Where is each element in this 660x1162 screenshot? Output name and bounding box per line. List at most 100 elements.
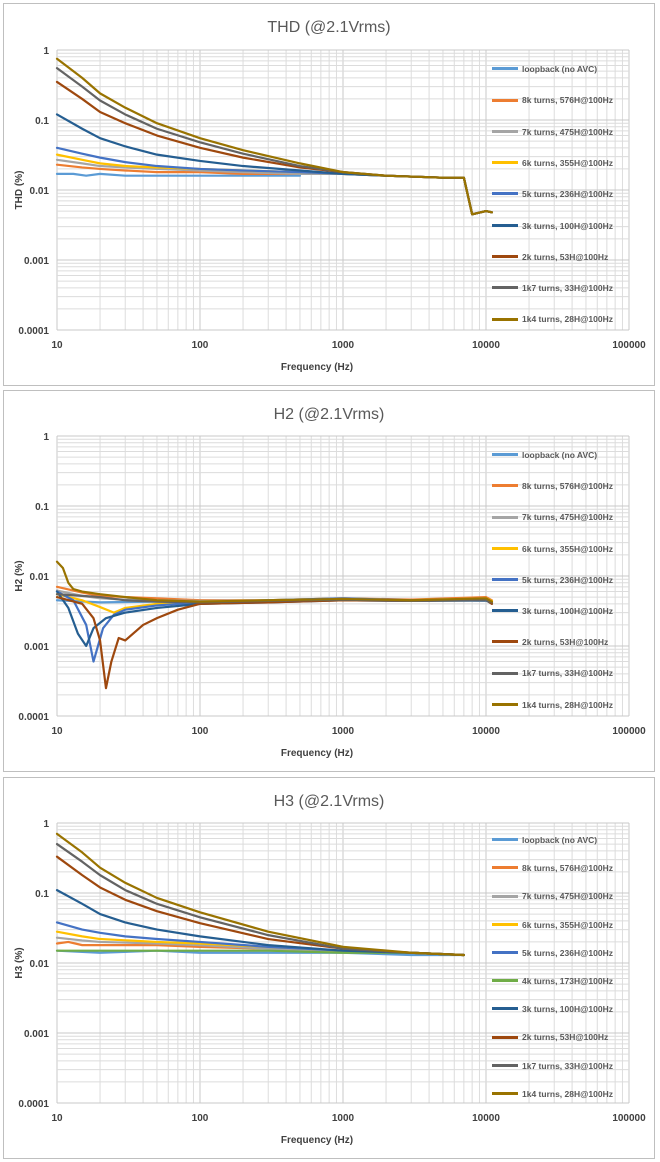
legend-item-2k-turns-53h-100hz: 2k turns, 53H@100Hz — [492, 1028, 642, 1042]
series-line-1k4-turns-28h-100hz — [55, 560, 494, 603]
y-tick-label: 0.001 — [24, 256, 49, 267]
legend-label: 5k turns, 236H@100Hz — [522, 574, 613, 585]
legend-swatch — [492, 1063, 518, 1067]
legend-swatch — [492, 129, 518, 133]
x-axis-title: Frequency (Hz) — [281, 1135, 353, 1146]
series-line-3k-turns-100h-100hz — [55, 113, 494, 216]
legend-item-2k-turns-53h-100hz: 2k turns, 53H@100Hz — [492, 248, 642, 262]
x-tick-label: 100000 — [612, 340, 646, 351]
grid — [56, 822, 630, 1104]
series-line-loopback-no-avc — [55, 172, 302, 177]
legend-label: 8k turns, 576H@100Hz — [522, 480, 613, 491]
legend-item-1k7-turns-33h-100hz: 1k7 turns, 33H@100Hz — [492, 279, 642, 293]
legend-item-4k-turns-173h-100hz: 4k turns, 173H@100Hz — [492, 972, 642, 986]
legend-item-6k-turns-355h-100hz: 6k turns, 355H@100Hz — [492, 540, 642, 554]
legend-swatch — [492, 894, 518, 898]
legend-swatch — [492, 951, 518, 955]
legend-swatch — [492, 453, 518, 457]
legend-label: loopback (no AVC) — [522, 834, 598, 845]
legend-label: 6k turns, 355H@100Hz — [522, 919, 613, 930]
y-tick-label: 0.0001 — [18, 712, 49, 723]
x-tick-label: 10000 — [472, 340, 500, 351]
legend-item-1k4-turns-28h-100hz: 1k4 turns, 28H@100Hz — [492, 696, 642, 710]
y-tick-label: 0.01 — [30, 186, 50, 197]
x-tick-label: 1000 — [332, 1113, 355, 1124]
y-axis-title: H3 (%) — [14, 947, 25, 978]
x-axis-title: Frequency (Hz) — [281, 748, 353, 759]
legend-label: 2k turns, 53H@100Hz — [522, 636, 609, 647]
y-axis-title: H2 (%) — [14, 560, 25, 591]
legend-swatch — [492, 609, 518, 613]
x-tick-label: 10 — [51, 1113, 63, 1124]
legend-item-loopback-no-avc: loopback (no AVC) — [492, 831, 642, 845]
legend-swatch — [492, 546, 518, 550]
x-tick-label: 10000 — [472, 1113, 500, 1124]
grid — [56, 49, 630, 331]
legend-label: 3k turns, 100H@100Hz — [522, 1003, 613, 1014]
legend-label: 1k4 turns, 28H@100Hz — [522, 1088, 613, 1099]
legend-item-3k-turns-100h-100hz: 3k turns, 100H@100Hz — [492, 602, 642, 616]
legend-swatch — [492, 1035, 518, 1039]
y-tick-label: 0.001 — [24, 642, 49, 653]
legend-label: 1k4 turns, 28H@100Hz — [522, 314, 613, 325]
legend-label: 1k7 turns, 33H@100Hz — [522, 1060, 613, 1071]
legend-item-7k-turns-475h-100hz: 7k turns, 475H@100Hz — [492, 123, 642, 137]
legend-label: loopback (no AVC) — [522, 63, 598, 74]
legend-item-7k-turns-475h-100hz: 7k turns, 475H@100Hz — [492, 887, 642, 901]
legend-swatch — [492, 922, 518, 926]
legend-swatch — [492, 484, 518, 488]
legend-swatch — [492, 515, 518, 519]
legend-swatch — [492, 838, 518, 842]
x-axis-title: Frequency (Hz) — [281, 362, 353, 373]
h3-chart-title: H3 (@2.1Vrms) — [273, 793, 385, 810]
x-tick-label: 100000 — [612, 726, 646, 737]
h2-chart-title: H2 (@2.1Vrms) — [273, 406, 385, 423]
legend-label: 1k7 turns, 33H@100Hz — [522, 282, 613, 293]
h3-chart-panel: 1 0.1 0.01 0.001 0.0001 10 100 1000 10000 100000 F… — [3, 777, 655, 1159]
x-tick-label: 10 — [51, 726, 63, 737]
legend-swatch — [492, 1092, 518, 1096]
legend-label: 6k turns, 355H@100Hz — [522, 543, 613, 554]
legend-label: 8k turns, 576H@100Hz — [522, 95, 613, 106]
legend-swatch — [492, 866, 518, 870]
legend-swatch — [492, 192, 518, 196]
x-tick-label: 10 — [51, 340, 63, 351]
legend-swatch — [492, 286, 518, 290]
y-axis-title: THD (%) — [14, 171, 25, 210]
legend-item-7k-turns-475h-100hz: 7k turns, 475H@100Hz — [492, 508, 642, 522]
legend-label: 7k turns, 475H@100Hz — [522, 891, 613, 902]
x-tick-label: 1000 — [332, 340, 355, 351]
legend-swatch — [492, 578, 518, 582]
legend-item-5k-turns-236h-100hz: 5k turns, 236H@100Hz — [492, 944, 642, 958]
series-lines — [55, 832, 465, 957]
y-tick-label: 0.1 — [35, 502, 49, 513]
legend-item-8k-turns-576h-100hz: 8k turns, 576H@100Hz — [492, 477, 642, 491]
legend-swatch — [492, 317, 518, 321]
y-tick-label: 0.001 — [24, 1029, 49, 1040]
legend-swatch — [492, 255, 518, 259]
legend-label: 8k turns, 576H@100Hz — [522, 862, 613, 873]
legend-item-1k7-turns-33h-100hz: 1k7 turns, 33H@100Hz — [492, 1057, 642, 1071]
x-tick-label: 1000 — [332, 726, 355, 737]
legend-swatch — [492, 161, 518, 165]
y-tick-label: 0.0001 — [18, 326, 49, 337]
legend-item-3k-turns-100h-100hz: 3k turns, 100H@100Hz — [492, 217, 642, 231]
x-tick-label: 100000 — [612, 1113, 646, 1124]
legend-item-5k-turns-236h-100hz: 5k turns, 236H@100Hz — [492, 185, 642, 199]
legend-swatch — [492, 1007, 518, 1011]
legend-swatch — [492, 640, 518, 644]
legend-label: 4k turns, 173H@100Hz — [522, 975, 613, 986]
legend-swatch — [492, 671, 518, 675]
legend-label: 1k7 turns, 33H@100Hz — [522, 668, 613, 679]
legend-item-1k4-turns-28h-100hz: 1k4 turns, 28H@100Hz — [492, 310, 642, 324]
legend-item-6k-turns-355h-100hz: 6k turns, 355H@100Hz — [492, 916, 642, 930]
legend-swatch — [492, 702, 518, 706]
legend-item-8k-turns-576h-100hz: 8k turns, 576H@100Hz — [492, 859, 642, 873]
legend-item-5k-turns-236h-100hz: 5k turns, 236H@100Hz — [492, 571, 642, 585]
h2-chart-panel: 1 0.1 0.01 0.001 0.0001 10 100 1000 10000 100000 F… — [3, 390, 655, 772]
y-tick-label: 0.0001 — [18, 1099, 49, 1110]
legend-label: loopback (no AVC) — [522, 449, 598, 460]
legend-item-loopback-no-avc: loopback (no AVC) — [492, 446, 642, 460]
